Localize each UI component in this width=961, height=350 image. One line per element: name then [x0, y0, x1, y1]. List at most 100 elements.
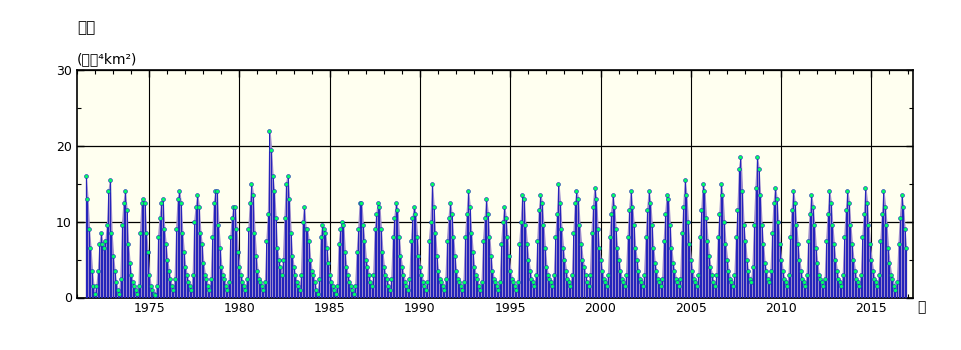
Point: [841, 200, 856, 205]
Point: [760, 276, 776, 281]
Point: [178, 264, 193, 270]
Point: [774, 257, 789, 262]
Point: [776, 276, 792, 281]
Point: [486, 276, 502, 281]
Point: [375, 249, 390, 255]
Point: [768, 185, 783, 190]
Point: [98, 238, 113, 244]
Point: [456, 280, 471, 285]
Point: [452, 280, 467, 285]
Point: [593, 257, 608, 262]
Point: [599, 284, 614, 289]
Point: [194, 241, 209, 247]
Point: [378, 272, 393, 278]
Point: [811, 272, 826, 278]
Point: [175, 230, 190, 236]
Point: [376, 264, 391, 270]
Point: [445, 234, 460, 240]
Point: [787, 200, 802, 205]
Point: [758, 268, 774, 274]
Point: [809, 260, 825, 266]
Point: [861, 223, 876, 228]
Point: [878, 223, 894, 228]
Point: [439, 238, 455, 244]
Point: [186, 219, 202, 224]
Point: [272, 264, 287, 270]
Point: [598, 280, 613, 285]
Point: [875, 211, 890, 217]
Point: [891, 241, 906, 247]
Point: [269, 245, 284, 251]
Point: [438, 276, 454, 281]
Point: [215, 272, 231, 278]
Point: [216, 276, 232, 281]
Point: [80, 196, 95, 202]
Point: [567, 200, 582, 205]
Point: [702, 264, 718, 270]
Point: [130, 291, 145, 296]
Point: [844, 241, 859, 247]
Point: [556, 257, 572, 262]
Point: [289, 280, 305, 285]
Point: [229, 226, 244, 232]
Point: [713, 181, 728, 187]
Point: [199, 276, 214, 281]
Point: [779, 284, 795, 289]
Point: [480, 211, 495, 217]
Point: [652, 280, 667, 285]
Point: [489, 284, 505, 289]
Point: [628, 245, 643, 251]
Point: [684, 268, 700, 274]
Point: [298, 226, 313, 232]
Point: [95, 241, 111, 247]
Point: [292, 287, 308, 293]
Point: [120, 241, 136, 247]
Point: [158, 241, 173, 247]
Point: [864, 257, 879, 262]
Point: [813, 276, 828, 281]
Point: [497, 204, 512, 209]
Point: [540, 272, 555, 278]
Point: [357, 238, 372, 244]
Point: [397, 280, 412, 285]
Point: [244, 181, 259, 187]
Point: [380, 276, 395, 281]
Point: [629, 257, 645, 262]
Point: [78, 173, 93, 179]
Point: [394, 264, 409, 270]
Point: [221, 280, 236, 285]
Point: [316, 226, 332, 232]
Point: [202, 287, 217, 293]
Point: [740, 268, 755, 274]
Point: [784, 208, 800, 213]
Point: [617, 284, 632, 289]
Point: [429, 253, 444, 259]
Point: [801, 238, 816, 244]
Point: [867, 276, 882, 281]
Point: [635, 284, 651, 289]
Point: [694, 208, 709, 213]
Point: [109, 280, 124, 285]
Point: [846, 257, 861, 262]
Point: [390, 208, 406, 213]
Point: [151, 234, 166, 240]
Point: [206, 200, 221, 205]
Point: [577, 264, 592, 270]
Point: [224, 215, 239, 221]
Point: [287, 272, 303, 278]
Point: [704, 272, 720, 278]
Point: [165, 287, 181, 293]
Point: [409, 234, 425, 240]
Point: [623, 189, 638, 194]
Point: [116, 200, 132, 205]
Point: [333, 226, 348, 232]
Point: [814, 280, 829, 285]
Point: [466, 264, 481, 270]
Point: [766, 200, 781, 205]
Point: [700, 238, 715, 244]
Point: [802, 211, 818, 217]
Point: [601, 272, 616, 278]
Point: [319, 245, 334, 251]
Point: [859, 200, 875, 205]
Point: [492, 280, 507, 285]
